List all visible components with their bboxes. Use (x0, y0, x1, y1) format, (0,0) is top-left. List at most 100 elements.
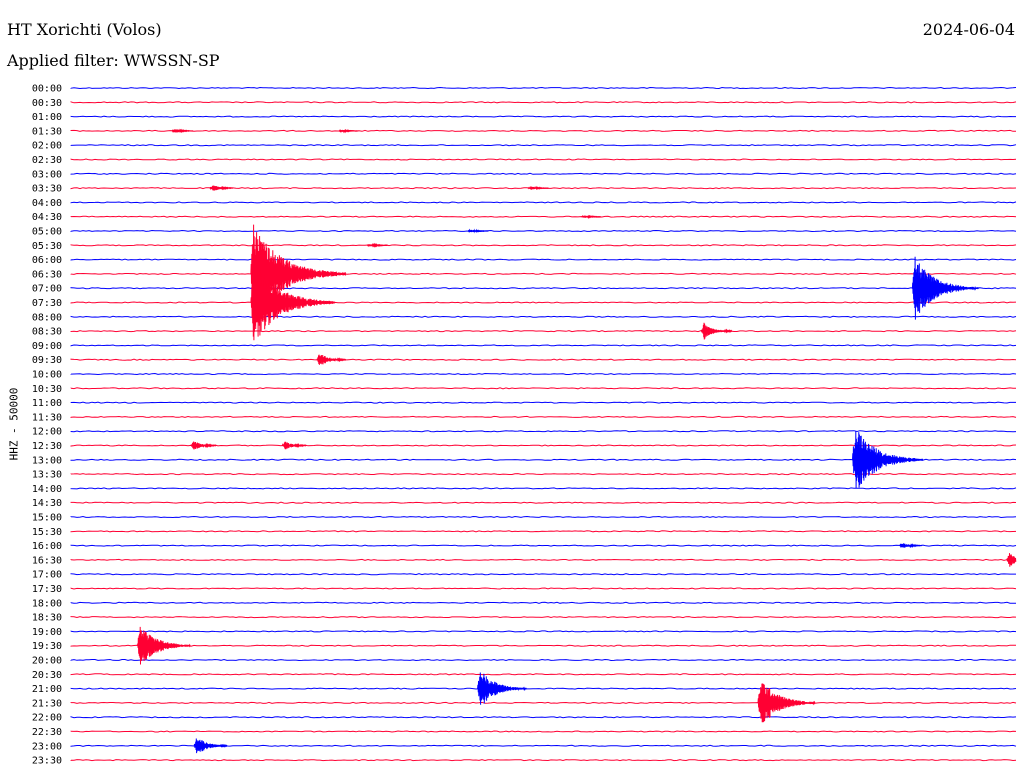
row-tick-label: 00:30 (32, 98, 62, 109)
row-tick-label: 20:00 (32, 656, 62, 667)
trace-0300 (70, 172, 1017, 175)
row-tick-label: 19:30 (32, 641, 62, 652)
trace-2330 (70, 759, 1017, 762)
trace-1400 (70, 487, 1017, 490)
trace-0530 (70, 244, 1017, 247)
row-tick-label: 21:30 (32, 698, 62, 709)
row-tick-label: 06:00 (32, 255, 62, 266)
trace-0830 (70, 330, 1017, 333)
row-tick-label: 08:30 (32, 327, 62, 338)
row-tick-label: 04:00 (32, 198, 62, 209)
event-signal-1 (338, 128, 359, 134)
trace-0200 (70, 144, 1017, 147)
row-tick-label: 04:30 (32, 212, 62, 223)
trace-1930 (70, 644, 1016, 647)
trace-1800 (70, 601, 1016, 604)
trace-0130 (70, 129, 1016, 132)
row-tick-label: 03:30 (32, 184, 62, 195)
row-tick-label: 08:00 (32, 312, 62, 323)
trace-group (70, 86, 1017, 762)
tick-label-group: 00:00 00:30 01:00 01:30 02:00 02:30 03:00 03:30… (32, 84, 62, 767)
row-tick-label: 23:30 (32, 756, 62, 767)
trace-1100 (70, 401, 1016, 404)
row-tick-label: 16:00 (32, 541, 62, 552)
event-signal-3 (527, 185, 549, 191)
row-tick-label: 07:30 (32, 298, 62, 309)
event-signal-10 (700, 322, 733, 340)
filter-label: Applied filter: WWSSN-SP (7, 51, 220, 70)
trace-1700 (70, 573, 1016, 576)
trace-0400 (70, 201, 1017, 204)
trace-1430 (70, 501, 1017, 504)
date-label: 2024-06-04 (922, 20, 1015, 39)
row-tick-label: 15:30 (32, 527, 62, 538)
trace-0430 (70, 215, 1017, 218)
trace-1330 (70, 473, 1016, 476)
row-tick-label: 11:30 (32, 412, 62, 423)
trace-0030 (70, 101, 1017, 104)
trace-1630 (70, 558, 1017, 561)
event-signal-18 (477, 672, 527, 705)
trace-1530 (70, 530, 1017, 533)
event-signal-8 (911, 256, 979, 320)
event-signal-12 (190, 441, 217, 450)
trace-0230 (70, 158, 1017, 161)
event-signal-17 (137, 626, 191, 665)
trace-0100 (70, 115, 1016, 118)
event-signal-2 (209, 185, 234, 191)
row-tick-label: 06:30 (32, 269, 62, 280)
event-signal-6 (367, 242, 388, 248)
row-tick-label: 10:30 (32, 384, 62, 395)
row-tick-label: 14:30 (32, 498, 62, 509)
trace-1830 (70, 616, 1017, 619)
row-tick-label: 01:30 (32, 126, 62, 137)
trace-0900 (70, 344, 1017, 347)
trace-0630 (70, 272, 1017, 275)
row-tick-label: 09:30 (32, 355, 62, 366)
row-tick-label: 10:00 (32, 370, 62, 381)
row-tick-label: 14:00 (32, 484, 62, 495)
row-tick-label: 22:30 (32, 727, 62, 738)
trace-0800 (70, 315, 1017, 318)
row-tick-label: 15:00 (32, 513, 62, 524)
event-signal-20 (193, 738, 228, 754)
row-tick-label: 13:30 (32, 470, 62, 481)
trace-2100 (70, 687, 1017, 690)
row-tick-label: 12:00 (32, 427, 62, 438)
row-tick-label: 02:30 (32, 155, 62, 166)
trace-2000 (70, 658, 1017, 662)
row-tick-label: 23:00 (32, 741, 62, 752)
trace-0500 (70, 229, 1017, 233)
station-title: HT Xorichti (Volos) (7, 20, 162, 39)
row-tick-label: 01:00 (32, 112, 62, 123)
row-tick-label: 07:00 (32, 284, 62, 295)
trace-2030 (70, 673, 1017, 676)
event-signal-15 (899, 543, 923, 549)
trace-1600 (70, 544, 1017, 547)
row-tick-label: 00:00 (32, 84, 62, 95)
trace-1000 (70, 372, 1017, 376)
row-tick-label: 09:00 (32, 341, 62, 352)
row-tick-label: 05:30 (32, 241, 62, 252)
row-tick-label: 19:00 (32, 627, 62, 638)
trace-1500 (70, 515, 1017, 519)
trace-2230 (70, 730, 1017, 733)
trace-2200 (70, 716, 1017, 719)
row-tick-label: 16:30 (32, 555, 62, 566)
row-tick-label: 22:00 (32, 713, 62, 724)
trace-1030 (70, 387, 1016, 390)
row-tick-label: 17:00 (32, 570, 62, 581)
event-signal-4 (581, 214, 602, 220)
row-tick-label: 12:30 (32, 441, 62, 452)
event-signal-19 (757, 683, 816, 723)
event-signal-9 (250, 264, 336, 341)
row-tick-label: 02:00 (32, 141, 62, 152)
trace-2130 (70, 701, 1017, 704)
row-tick-label: 17:30 (32, 584, 62, 595)
row-tick-label: 11:00 (32, 398, 62, 409)
row-tick-label: 18:00 (32, 598, 62, 609)
trace-0000 (70, 86, 1017, 90)
row-tick-label: 21:00 (32, 684, 62, 695)
event-signal-16 (1006, 553, 1017, 567)
